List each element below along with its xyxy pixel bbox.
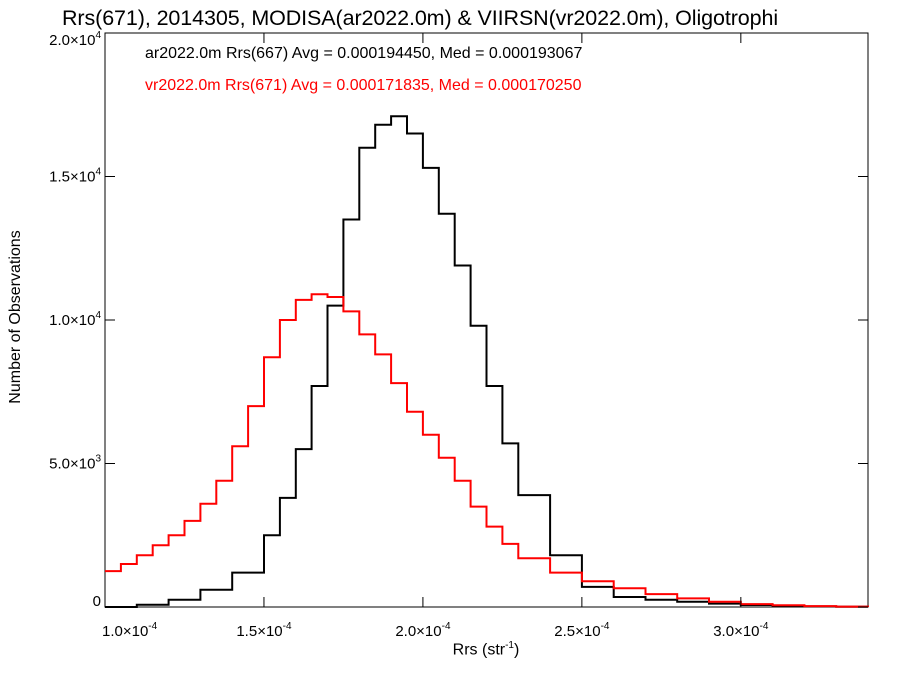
y-tick-label: 2.0×104 <box>49 30 101 49</box>
x-tick-label-exponent: -4 <box>442 621 451 632</box>
histogram-series-2 <box>105 293 869 608</box>
x-tick-label-mantissa: 2.5×10 <box>554 623 600 640</box>
x-tick-label-exponent: -4 <box>148 621 157 632</box>
x-tick-label-mantissa: 2.0×10 <box>395 623 441 640</box>
y-tick-label: 5.0×103 <box>49 454 101 473</box>
y-tick-label-mantissa: 1.5×10 <box>49 169 95 186</box>
x-tick-label-exponent: -4 <box>760 621 769 632</box>
x-tick-label-mantissa: 1.5×10 <box>236 623 282 640</box>
y-tick-label-exponent: 4 <box>95 167 101 178</box>
x-axis-label-close: ) <box>514 641 520 659</box>
x-tick-label-exponent: -4 <box>283 621 292 632</box>
y-tick-label-mantissa: 5.0×10 <box>49 456 95 473</box>
x-tick-label-exponent: -4 <box>601 621 610 632</box>
chart-title: Rrs(671), 2014305, MODISA(ar2022.0m) & V… <box>0 2 900 32</box>
x-axis-label-text: Rrs (str <box>452 641 506 659</box>
x-tick-label: 1.0×10-4 <box>102 621 158 640</box>
x-tick-label-mantissa: 3.0×10 <box>713 623 759 640</box>
tick-layer: 1.0×10-4 1.5×10-4 2.0×10-4 2.5×10-4 3.0×10-4… <box>49 30 868 640</box>
stat-line-modisa: ar2022.0m Rrs(667) Avg = 0.000194450, Me… <box>145 45 583 62</box>
y-tick-label-exponent: 4 <box>95 30 101 41</box>
y-tick-label: 1.5×104 <box>49 167 101 186</box>
x-tick-label: 3.0×10-4 <box>713 621 769 640</box>
y-axis-label: Number of Observations <box>7 230 24 404</box>
x-axis-label: Rrs (str-1) <box>453 640 520 659</box>
y-tick-label-mantissa: 2.0×10 <box>49 32 95 49</box>
x-tick-label: 2.5×10-4 <box>554 621 610 640</box>
series-layer <box>105 115 869 608</box>
x-tick-label-mantissa: 1.0×10 <box>102 623 148 640</box>
x-tick-label: 1.5×10-4 <box>236 621 292 640</box>
y-tick-label-exponent: 4 <box>95 310 101 321</box>
y-tick-label: 0 <box>93 593 101 610</box>
y-tick-label-mantissa: 1.0×10 <box>49 312 95 329</box>
stat-line-viirsn: vr2022.0m Rrs(671) Avg = 0.000171835, Me… <box>145 77 582 94</box>
x-axis-label-exponent: -1 <box>505 640 515 651</box>
y-tick-label-exponent: 3 <box>95 454 101 465</box>
x-tick-label: 2.0×10-4 <box>395 621 451 640</box>
histogram-series-1 <box>105 115 869 608</box>
y-tick-label: 1.0×104 <box>49 310 101 329</box>
chart-title-text: Rrs(671), 2014305, MODISA(ar2022.0m) & V… <box>62 6 779 30</box>
